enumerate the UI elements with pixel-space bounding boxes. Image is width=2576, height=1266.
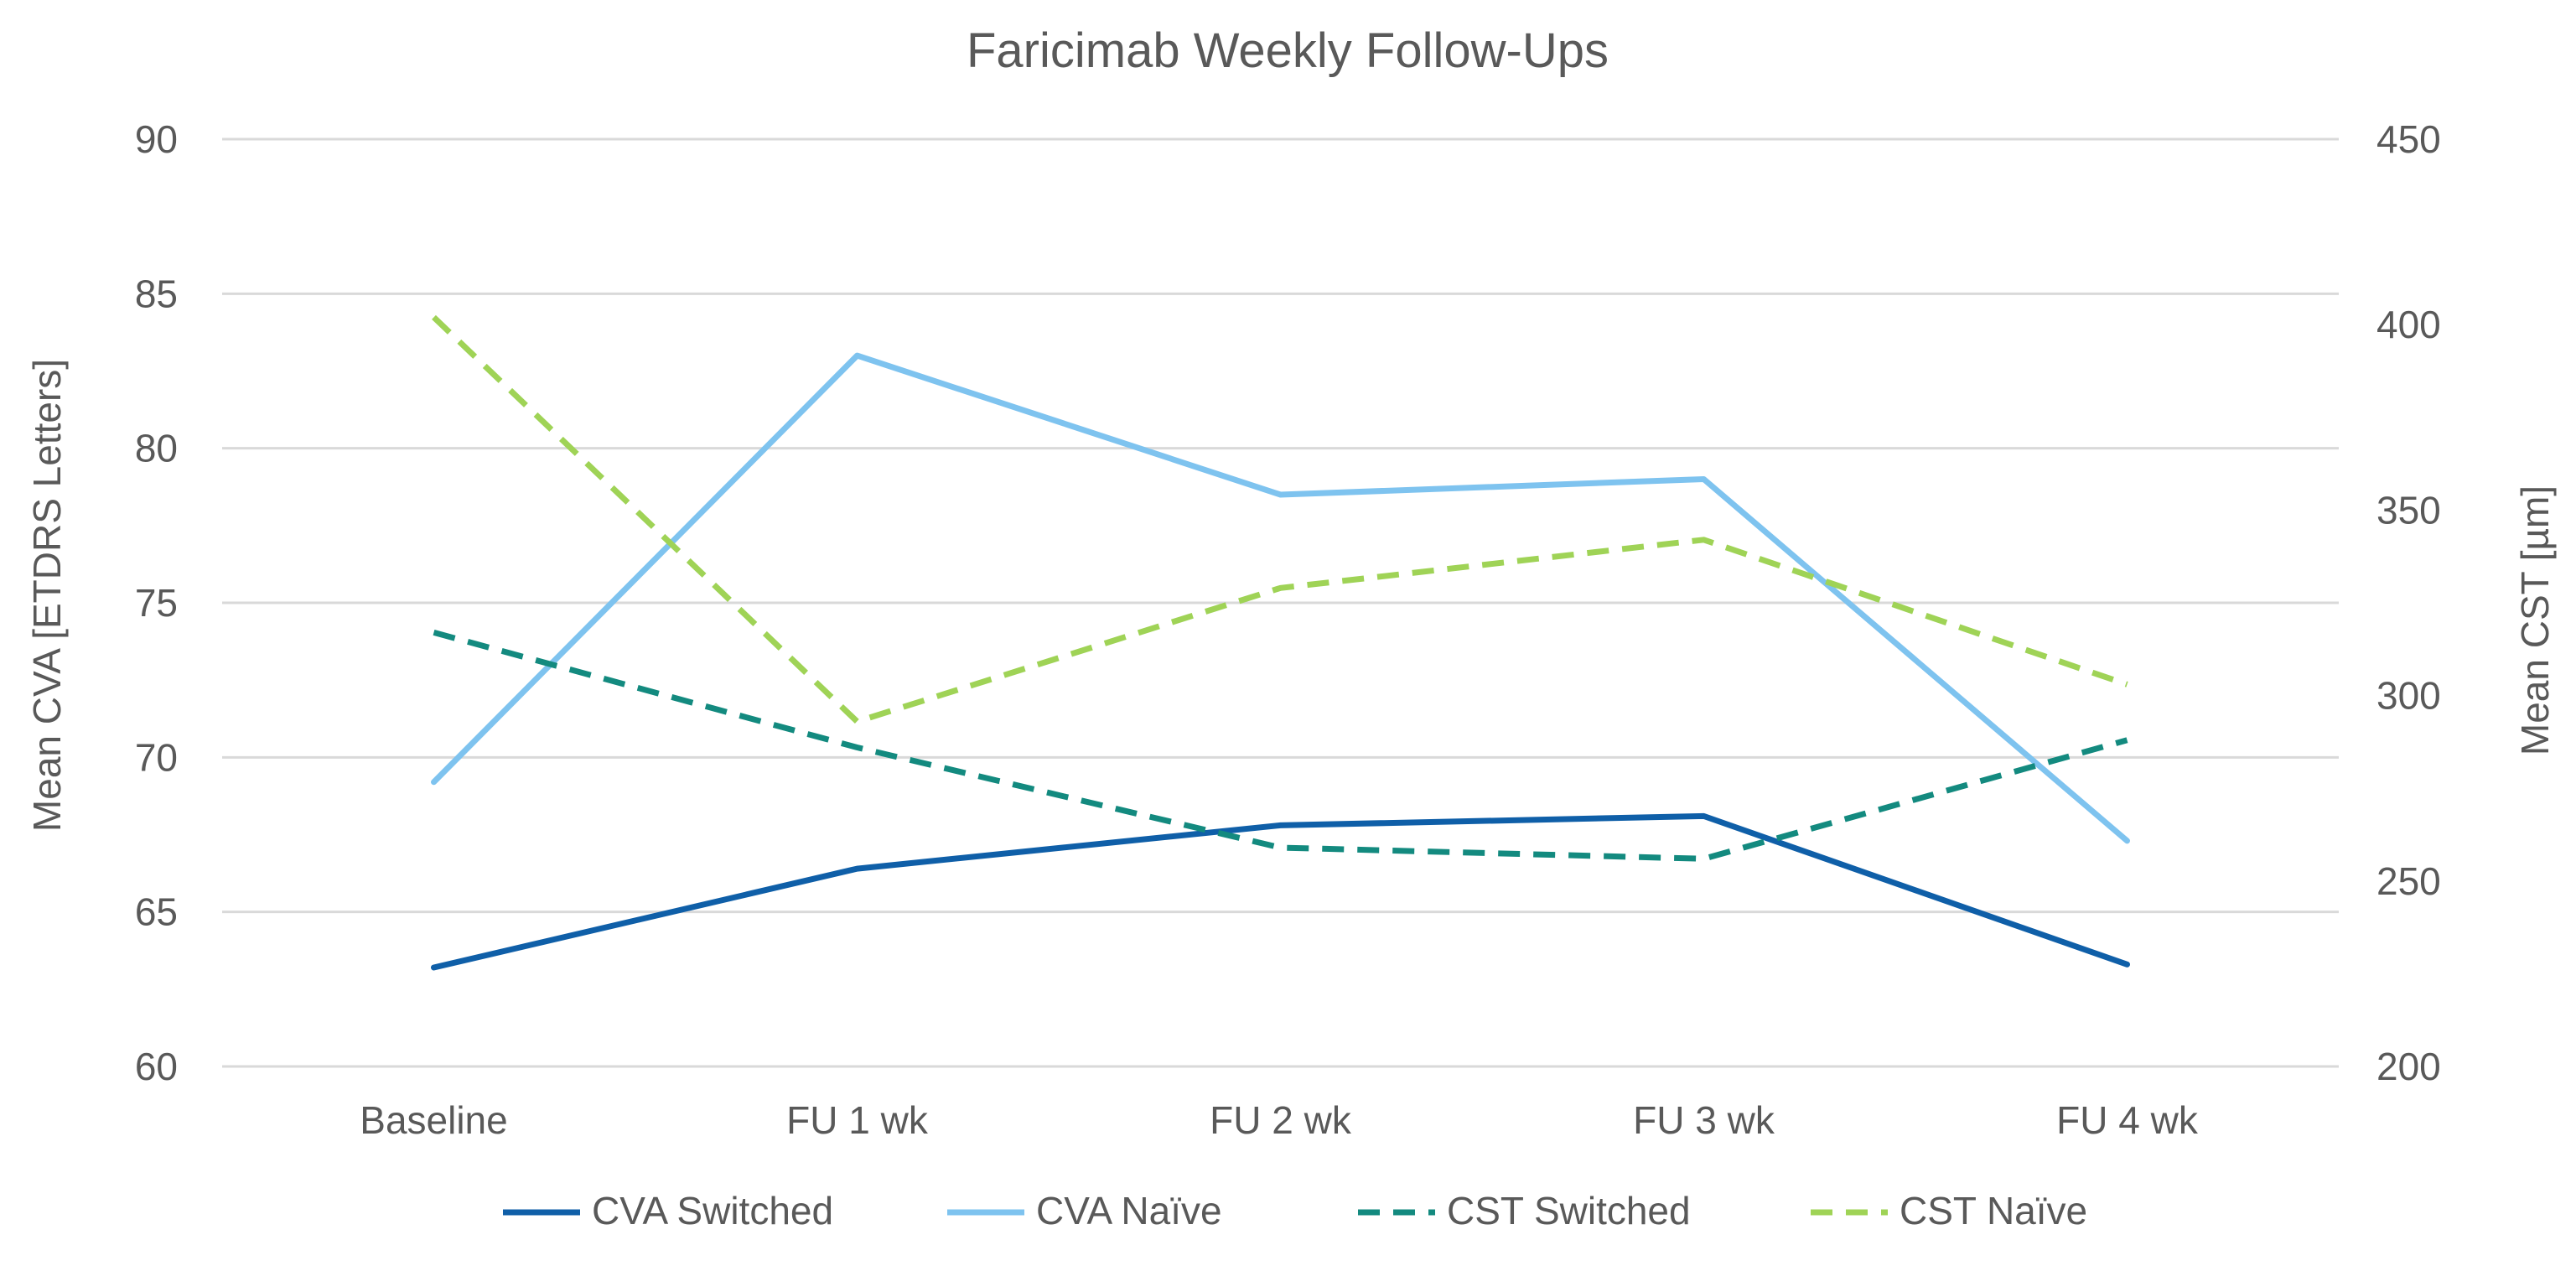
x-axis-ticks: Baseline FU 1 wk FU 2 wk FU 3 wk FU 4 wk: [360, 1098, 2199, 1142]
series-line-cva-na-ve: [431, 352, 2130, 844]
series-line-cva-switched: [431, 812, 2130, 971]
right-axis-title: Mean CST [µm]: [2513, 485, 2557, 755]
legend-label-cst-switched: CST Switched: [1447, 1189, 1691, 1232]
right-tick-label: 200: [2376, 1045, 2441, 1088]
x-tick-label: Baseline: [360, 1098, 507, 1142]
x-tick-label: FU 3 wk: [1633, 1098, 1775, 1142]
chart-title: Faricimab Weekly Follow-Ups: [967, 23, 1609, 78]
left-tick-label: 65: [135, 890, 178, 934]
right-tick-label: 350: [2376, 488, 2441, 532]
left-tick-label: 60: [135, 1045, 178, 1088]
series-lines: [431, 314, 2130, 971]
left-tick-label: 90: [135, 117, 178, 161]
right-tick-label: 300: [2376, 674, 2441, 718]
right-tick-label: 250: [2376, 859, 2441, 903]
left-tick-label: 75: [135, 581, 178, 625]
series-line-cst-switched: [433, 630, 2128, 862]
x-tick-label: FU 1 wk: [786, 1098, 929, 1142]
legend: CVA Switched CVA Naïve CST Switched CST Naï…: [503, 1189, 2087, 1232]
series-line-cst-na-ve: [432, 314, 2128, 725]
left-tick-label: 85: [135, 272, 178, 315]
left-tick-label: 80: [135, 427, 178, 470]
right-axis-ticks: 200 250 300 350 400 450: [2376, 117, 2441, 1088]
legend-label-cst-na-ve: CST Naïve: [1900, 1189, 2087, 1232]
legend-label-cva-switched: CVA Switched: [592, 1189, 833, 1232]
left-tick-label: 70: [135, 735, 178, 779]
x-tick-label: FU 2 wk: [1210, 1098, 1352, 1142]
x-tick-label: FU 4 wk: [2056, 1098, 2199, 1142]
left-axis-title: Mean CVA [ETDRS Letters]: [25, 359, 69, 832]
right-tick-label: 450: [2376, 117, 2441, 161]
left-axis-ticks: 60 65 70 75 80 85 90: [135, 117, 178, 1088]
legend-label-cva-na-ve: CVA Naïve: [1036, 1189, 1222, 1232]
right-tick-label: 400: [2376, 303, 2441, 346]
